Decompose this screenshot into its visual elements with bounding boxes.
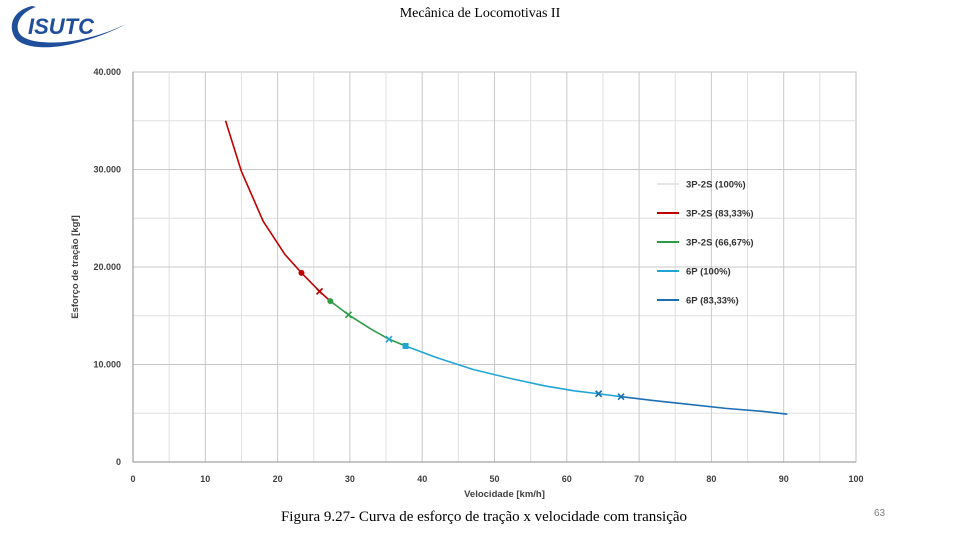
isutc-logo: ISUTC xyxy=(11,6,126,48)
x-tick-label: 0 xyxy=(130,474,135,484)
traction-chart: 0 10 20 30 40 50 60 70 80 90 100 0 10.000 20.000 30.00… xyxy=(70,67,864,500)
data-point-marker xyxy=(402,342,409,349)
x-tick-label: 30 xyxy=(345,474,355,484)
legend-label: 6P (100%) xyxy=(686,267,731,278)
figure-caption: Figura 9.27- Curva de esforço de tração … xyxy=(280,509,688,525)
y-tick-label: 10.000 xyxy=(93,360,121,370)
legend-label: 6P (83,33%) xyxy=(686,296,739,307)
legend-label: 3P-2S (66,67%) xyxy=(686,238,754,249)
x-tick-label: 90 xyxy=(779,474,789,484)
series-line xyxy=(620,395,788,416)
y-axis-label: Esforço de tração [kgf] xyxy=(70,215,81,318)
data-point-marker xyxy=(595,390,603,398)
logo-swoosh xyxy=(11,6,126,48)
x-tick-label: 40 xyxy=(417,474,427,484)
legend-label: 3P-2S (100%) xyxy=(686,180,746,191)
logo-text: ISUTC xyxy=(28,14,95,39)
y-tick-label: 0 xyxy=(116,457,121,467)
x-tick-label: 20 xyxy=(273,474,283,484)
page-title: Mecânica de Locomotivas II xyxy=(399,6,561,21)
series-line xyxy=(405,345,622,398)
x-tick-label: 50 xyxy=(489,474,499,484)
x-tick-label: 100 xyxy=(848,474,863,484)
x-tick-label: 70 xyxy=(634,474,644,484)
data-point-marker xyxy=(344,311,353,319)
data-point-marker xyxy=(315,287,324,295)
legend-label: 3P-2S (83,33%) xyxy=(686,209,754,220)
series-line xyxy=(329,300,406,347)
data-point-marker xyxy=(617,393,625,401)
x-tick-label: 80 xyxy=(706,474,716,484)
y-tick-label: 20.000 xyxy=(93,262,121,272)
data-point-marker xyxy=(385,335,393,343)
y-tick-label: 40.000 xyxy=(93,67,121,77)
x-tick-label: 60 xyxy=(562,474,572,484)
x-tick-label: 10 xyxy=(200,474,210,484)
data-point-marker xyxy=(327,298,334,305)
y-tick-label: 30.000 xyxy=(93,165,121,175)
x-axis-label: Velocidade [km/h] xyxy=(464,489,545,500)
page-number: 63 xyxy=(874,508,886,519)
data-point-marker xyxy=(298,269,305,276)
